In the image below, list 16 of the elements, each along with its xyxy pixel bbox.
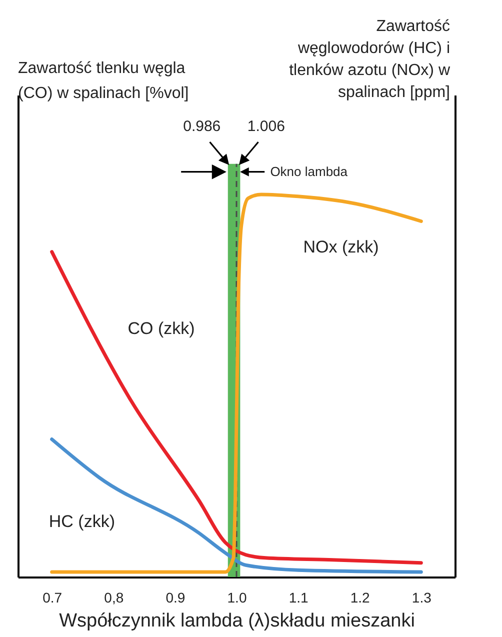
- x-tick-label: 1.3: [412, 590, 432, 606]
- x-tick-label: 0.9: [166, 590, 186, 606]
- x-tick-label: 1.0: [227, 590, 247, 606]
- x-tick-label: 1.1: [288, 590, 308, 606]
- x-tick-label: 1.2: [350, 590, 370, 606]
- series-label: CO (zkk): [128, 319, 195, 338]
- text: 1.006: [247, 118, 285, 135]
- series-label: HC (zkk): [48, 512, 116, 532]
- text: 0.986: [183, 118, 221, 135]
- text: Zawartość tlenku węgla (CO) w spalinach [%vol]: [18, 60, 189, 102]
- x-tick-label: 0,8: [104, 590, 124, 606]
- text: Zawartość węglowodorów (HC) i tlenków azotu (NOx) w spalinach [ppm]: [289, 18, 450, 101]
- x-axis-title: Współczynnik lambda (λ)składu mieszanki: [59, 610, 415, 632]
- band-label: Okno lambda: [270, 164, 348, 179]
- x-tick-label: 0.7: [42, 590, 62, 606]
- series-label: NOx (zkk): [303, 237, 379, 256]
